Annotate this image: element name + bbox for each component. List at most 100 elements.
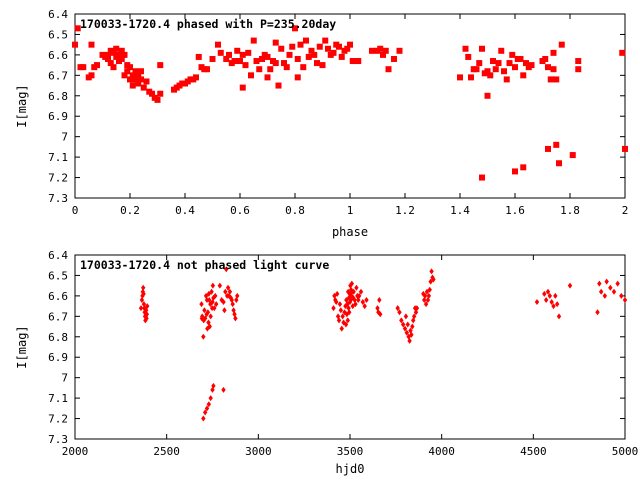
data-point [542,55,549,62]
data-point [338,53,345,60]
data-point [143,307,149,314]
data-point [347,41,353,48]
data-point [487,72,494,79]
chart-title: 170033-1720.4 phased with P=235.20day [80,17,336,31]
data-point [542,290,547,297]
x-axis-label: hjd0 [336,462,365,476]
data-point [157,90,164,97]
data-point [405,321,410,328]
data-point [344,45,351,52]
plot-frame [74,13,626,199]
data-point [343,321,349,328]
data-point [144,311,150,318]
data-point [223,288,228,295]
data-point [558,41,565,48]
data-point [149,90,155,97]
data-point [281,60,287,67]
data-point [334,299,339,306]
data-point [217,49,224,56]
plot-frame [74,254,626,440]
data-point [205,309,211,316]
data-point [139,296,145,303]
data-point [575,66,582,73]
data-point [212,305,217,312]
data-point [205,325,210,332]
x-axis-label: phase [332,225,368,239]
data-point [225,284,231,291]
data-point [615,280,620,287]
y-tick-label: 6.4 [48,8,68,21]
data-point [272,60,279,67]
data-point [233,315,238,322]
data-point [226,51,232,58]
data-point [377,45,384,52]
data-point [226,292,232,299]
data-point [286,51,293,58]
data-point [138,305,144,312]
data-point [479,45,485,52]
data-point [551,303,556,310]
data-point [135,80,142,87]
data-point [253,58,260,65]
y-tick-label: 7.2 [48,413,68,426]
data-point [110,49,117,56]
data-point [553,141,560,148]
x-tick-label: 3000 [245,445,272,458]
x-tick-label: 4500 [520,445,547,458]
chart-title: 170033-1720.4 not phased light curve [80,258,329,272]
data-point [550,66,557,73]
data-point [145,303,150,310]
phased-light-curve-panel: 0 0.2 0.4 0.6 0.8 1 1.2 1.4 1.6 1.8 2 6.4 6.5 6.6 6.7 6… [15,8,628,239]
data-point [140,84,147,91]
data-point [543,296,549,303]
data-point [200,313,205,320]
data-point [242,62,249,69]
data-point [503,76,510,83]
data-points [138,266,628,422]
data-point [105,51,111,58]
data-point [289,43,296,50]
data-point [547,76,554,83]
data-point [429,268,434,275]
data-point [345,317,350,324]
data-point [534,299,540,306]
data-point [256,66,263,73]
data-point [346,305,351,312]
data-point [88,41,95,48]
x-tick-label: 1.2 [395,204,415,217]
data-point [297,41,304,48]
data-point [554,301,560,308]
data-point [308,47,315,54]
data-point [423,301,429,308]
data-point [202,307,207,314]
data-point [622,296,628,303]
data-point [362,303,367,310]
data-point [267,66,274,73]
data-point [550,49,557,56]
data-point [221,386,226,393]
data-point [223,55,230,62]
axis-ticks: 2000 2500 3000 3500 4000 4500 5000 6.4 6.5 6.6 6.7… [48,249,638,458]
data-point [239,51,246,58]
data-point [395,305,400,312]
data-point [597,280,602,287]
data-point [556,160,562,167]
data-point [202,315,208,322]
data-point [202,409,208,416]
y-axis-label: I[mag] [15,84,29,127]
data-point [402,325,408,332]
data-point [410,323,415,330]
data-point [127,64,133,71]
data-point [235,292,240,299]
data-point [72,41,78,48]
data-point [397,309,402,316]
data-point [523,60,529,67]
y-tick-label: 7.3 [48,433,68,446]
data-point [237,58,243,65]
x-tick-label: 2 [622,204,629,217]
data-point [377,296,382,303]
data-point [354,284,359,291]
data-point [132,76,139,83]
data-point [210,299,215,306]
data-point [204,66,210,73]
